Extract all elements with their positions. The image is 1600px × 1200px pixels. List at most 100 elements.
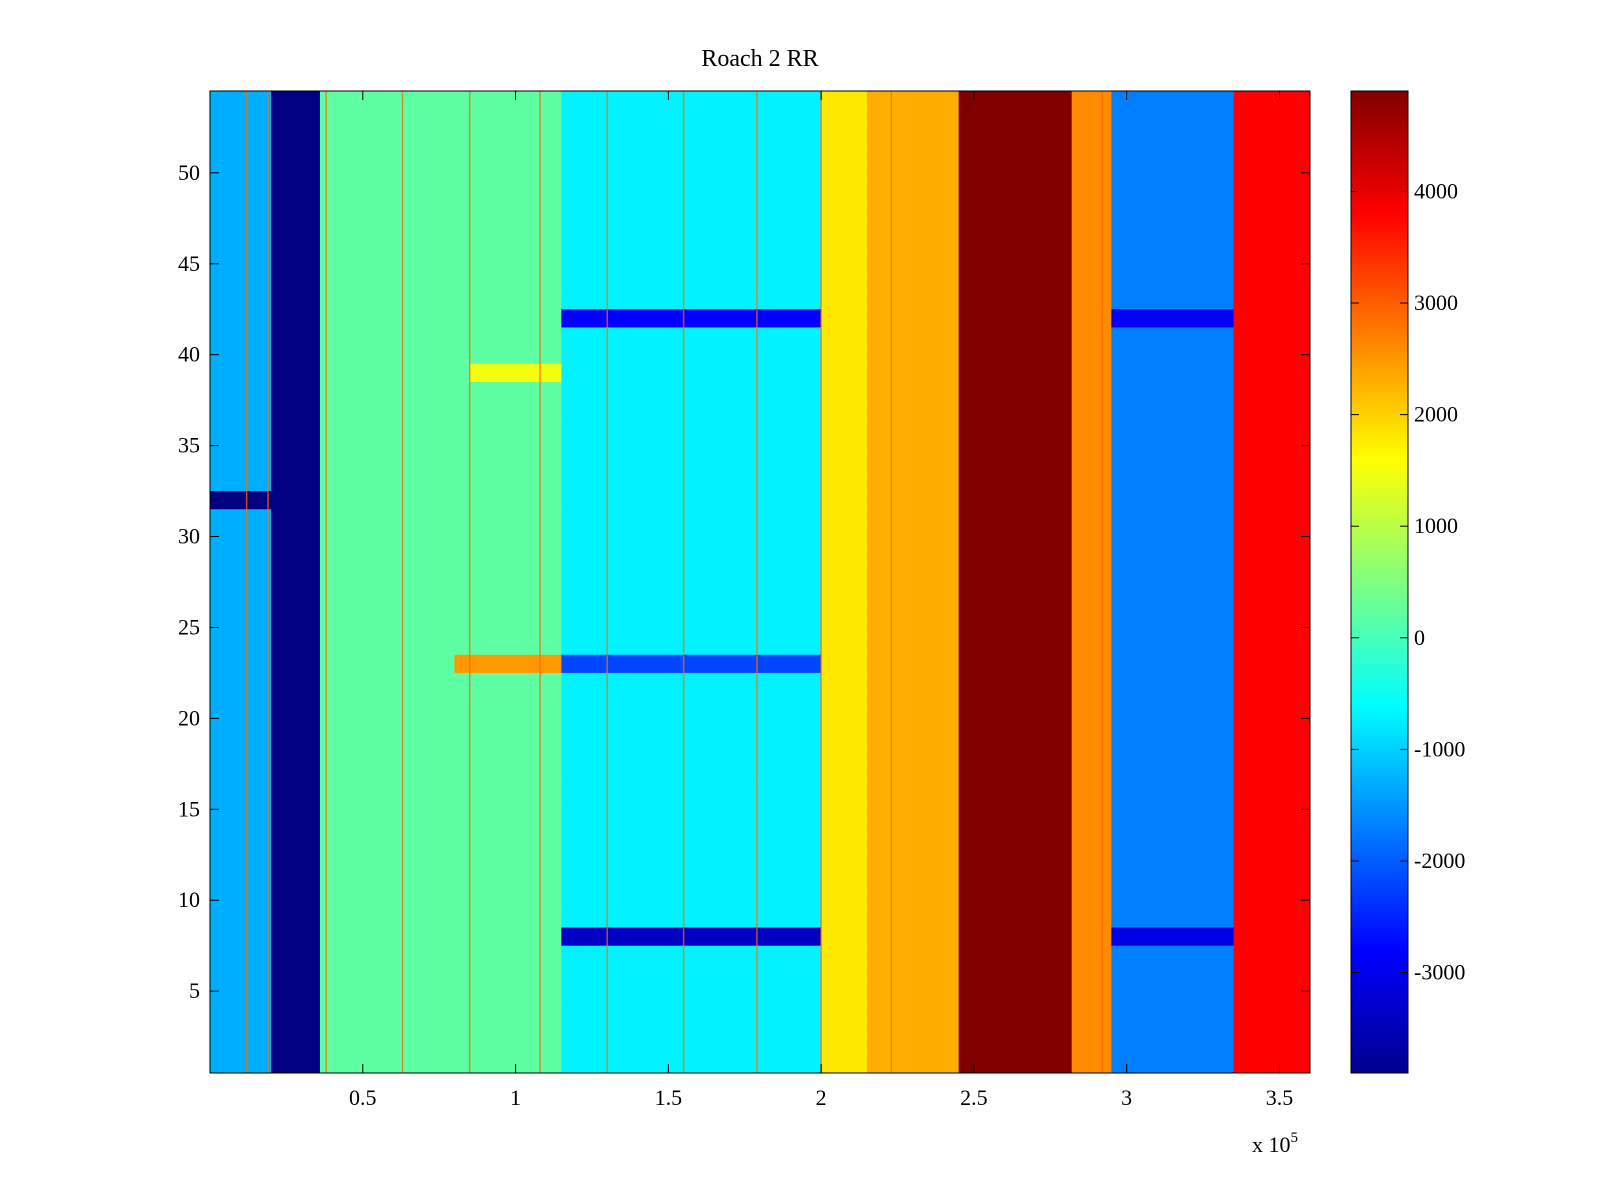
heatmap-cell	[866, 672, 960, 692]
heatmap-cell	[1071, 563, 1112, 583]
heatmap-cell	[210, 345, 272, 365]
heatmap-cell	[271, 418, 321, 438]
colorbar-tick-label: -1000	[1414, 736, 1465, 761]
colorbar-tick-label: 1000	[1414, 513, 1458, 538]
heatmap-cell	[271, 763, 321, 783]
heatmap-cell	[210, 472, 272, 492]
heatmap-cell	[320, 436, 562, 456]
heatmap-cell	[866, 1036, 960, 1056]
heatmap-cell	[210, 745, 272, 765]
heatmap-cell	[271, 272, 321, 292]
heatmap-cell	[958, 400, 1073, 419]
heatmap-cell	[210, 600, 272, 619]
heatmap-cell	[210, 963, 272, 983]
heatmap-cell	[271, 472, 321, 492]
heatmap-cell	[561, 891, 822, 910]
heatmap-cell	[1111, 818, 1235, 838]
heatmap-cell	[866, 745, 960, 765]
x-axis: 0.5 1 1.5 2 2.5 3 3.5	[349, 91, 1293, 1110]
heatmap-cell	[561, 1000, 822, 1019]
heatmap-cell	[271, 836, 321, 856]
heatmap-cell	[1071, 163, 1112, 183]
heatmap-cell	[1071, 181, 1112, 201]
heatmap-cell	[958, 254, 1073, 274]
heatmap-cell	[210, 582, 272, 601]
heatmap-cell	[866, 582, 960, 601]
heatmap-cell	[866, 945, 960, 965]
heatmap-cell	[821, 254, 868, 274]
heatmap-cell	[320, 472, 562, 492]
heatmap-cell	[271, 327, 321, 347]
heatmap-cell	[958, 782, 1073, 801]
heatmap-cell	[958, 363, 1073, 383]
heatmap-cell	[210, 218, 272, 237]
heatmap-cell	[1233, 709, 1311, 728]
heatmap-cell	[1071, 818, 1112, 838]
heatmap-cell	[1071, 436, 1112, 456]
heatmap-cell	[866, 381, 960, 401]
heatmap-cell	[821, 1018, 868, 1038]
heatmap-cell	[561, 745, 822, 765]
heatmap-cell	[271, 363, 321, 383]
heatmap-cell	[1111, 1000, 1235, 1019]
heatmap-cell	[561, 982, 822, 1001]
heatmap-cell	[561, 818, 822, 838]
heatmap-cell	[271, 891, 321, 910]
heatmap-cell	[1071, 345, 1112, 365]
heatmap-cell	[320, 218, 562, 237]
heatmap-cell	[821, 563, 868, 583]
heatmap-cell	[320, 763, 562, 783]
heatmap-cell	[958, 236, 1073, 256]
heatmap-cell	[271, 254, 321, 274]
heatmap-cell	[1111, 600, 1235, 619]
heatmap-cell	[561, 636, 822, 656]
heatmap-cell	[958, 854, 1073, 874]
heatmap-cell	[1233, 163, 1311, 183]
heatmap-cell	[1233, 491, 1311, 510]
heatmap-cell	[821, 963, 868, 983]
heatmap-cell	[958, 109, 1073, 128]
heatmap-cell	[821, 436, 868, 456]
heatmap-cell	[1071, 945, 1112, 965]
heatmap-cell	[320, 400, 562, 419]
y-tick-label: 35	[178, 433, 200, 458]
heatmap-cell	[821, 418, 868, 438]
y-tick-label: 45	[178, 251, 200, 276]
heatmap-cell	[561, 909, 822, 929]
heatmap-cell	[1071, 91, 1112, 110]
heatmap-cell	[320, 909, 562, 929]
heatmap-cell	[320, 1036, 562, 1056]
heatmap-cell	[561, 218, 822, 237]
heatmap-cell	[958, 345, 1073, 365]
heatmap-cell	[1233, 127, 1311, 147]
heatmap-cell	[561, 163, 822, 183]
x-tick-label: 2.5	[960, 1085, 988, 1110]
heatmap-row-band	[561, 654, 822, 673]
heatmap-cell	[821, 127, 868, 147]
heatmap-cell	[1111, 891, 1235, 910]
heatmap-cell	[1111, 854, 1235, 874]
heatmap-cell	[866, 763, 960, 783]
heatmap-cell	[821, 800, 868, 819]
heatmap-cell	[320, 418, 562, 438]
heatmap-cell	[1233, 945, 1311, 965]
heatmap-cell	[561, 709, 822, 728]
heatmap-cell	[1111, 491, 1235, 510]
heatmap-cell	[320, 872, 562, 892]
heatmap-cell	[866, 1054, 960, 1074]
heatmap-cell	[271, 800, 321, 819]
colorbar-gradient	[1350, 90, 1409, 1074]
heatmap-cell	[1071, 272, 1112, 292]
heatmap-cell	[1111, 636, 1235, 656]
heatmap-cell	[1111, 345, 1235, 365]
heatmap-cell	[1111, 145, 1235, 165]
heatmap-cell	[1233, 872, 1311, 892]
heatmap-cell	[866, 872, 960, 892]
heatmap-cell	[866, 472, 960, 492]
heatmap-cell	[1071, 236, 1112, 256]
heatmap-cell	[1071, 418, 1112, 438]
heatmap-cell	[320, 109, 562, 128]
heatmap-cell	[320, 727, 562, 747]
heatmap-cell	[210, 836, 272, 856]
heatmap-row-band	[561, 927, 822, 946]
